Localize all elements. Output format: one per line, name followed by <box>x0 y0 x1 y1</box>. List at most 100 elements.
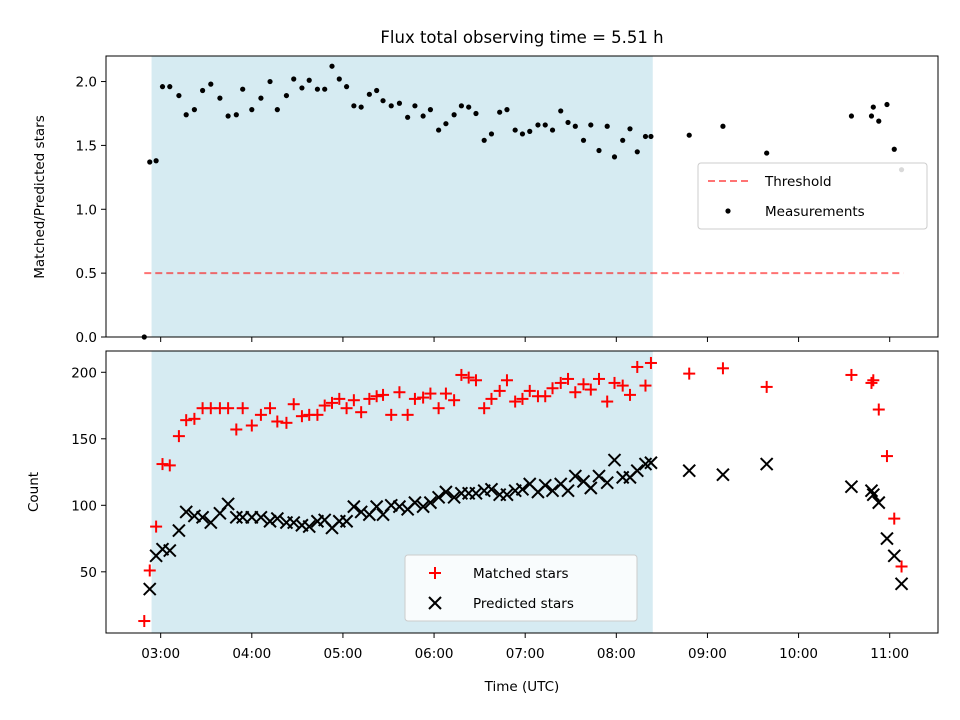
measurement-point <box>233 112 239 118</box>
measurement-point <box>380 98 386 104</box>
measurement-point <box>283 92 290 99</box>
panel-count-ylabel: Count <box>26 472 42 512</box>
predicted-point <box>716 468 730 482</box>
measurement-point <box>306 77 312 83</box>
measurement-point <box>436 127 442 133</box>
matched-point <box>370 390 383 403</box>
measurement-point <box>884 101 890 108</box>
measurement-point <box>565 119 571 126</box>
matched-point <box>340 402 353 415</box>
predicted-point <box>568 469 583 483</box>
x-tick-label: 06:00 <box>415 646 454 662</box>
matched-point <box>872 403 885 416</box>
predicted-point <box>254 510 268 524</box>
matched-point <box>439 387 452 400</box>
legend-measurement-swatch <box>725 208 731 214</box>
measurement-point <box>504 107 510 113</box>
predicted-point <box>263 514 277 528</box>
matched-point <box>516 392 529 405</box>
matched-point <box>716 362 729 375</box>
x-tick-label: 09:00 <box>688 646 727 662</box>
predicted-point <box>630 464 644 478</box>
measurement-point <box>405 114 411 120</box>
measurement-point <box>620 137 626 143</box>
measurement-point <box>358 104 364 110</box>
predicted-point <box>538 478 552 493</box>
matched-point <box>867 374 880 387</box>
matched-point <box>509 395 522 408</box>
panel-count-y-tick-label: 200 <box>71 365 97 381</box>
matched-point <box>865 376 878 389</box>
predicted-point <box>759 457 774 471</box>
predicted-point <box>872 495 886 510</box>
matched-point <box>493 384 506 397</box>
matched-point <box>150 520 163 533</box>
measurement-point <box>291 76 297 82</box>
predicted-point <box>844 479 859 494</box>
predicted-point <box>143 582 157 596</box>
predicted-point <box>607 453 622 467</box>
matched-point <box>880 450 893 463</box>
measurement-point <box>274 107 280 113</box>
measurement-point <box>535 122 541 128</box>
measurement-point <box>167 84 173 90</box>
legend-bottom: Matched stars Predicted stars <box>404 554 638 622</box>
matched-point <box>644 356 657 369</box>
legend-predicted-swatch <box>428 596 442 610</box>
measurement-point <box>314 86 321 92</box>
measurement-point <box>648 133 654 140</box>
legend-matched-label: Matched stars <box>473 566 569 582</box>
measurement-point <box>876 118 882 124</box>
predicted-point <box>592 469 606 483</box>
measurement-point <box>217 95 223 101</box>
measurement-point <box>870 104 876 110</box>
measurement-point <box>512 127 518 133</box>
measurement-point <box>427 107 434 113</box>
panel-count-x-ticks: 03:00 04:00 05:00 06:00 07:00 08:00 09:00 10:00… <box>141 633 909 662</box>
predicted-point <box>469 486 483 501</box>
predicted-point <box>179 505 193 519</box>
measurement-point <box>488 131 495 137</box>
measurement-point <box>720 123 726 129</box>
matched-point <box>355 406 368 419</box>
matched-point <box>156 458 169 471</box>
x-tick-label: 03:00 <box>141 646 180 662</box>
matched-point <box>469 374 482 387</box>
measurement-point <box>497 109 503 115</box>
panel-count-y-ticks: 50 100 150 200 <box>71 365 106 581</box>
predicted-point <box>600 475 614 490</box>
x-tick-label: 08:00 <box>597 646 636 662</box>
predicted-point <box>302 519 316 534</box>
measurement-point <box>443 121 449 127</box>
legend-matched-swatch <box>429 567 441 579</box>
matched-point <box>569 386 582 399</box>
matched-point <box>888 512 901 525</box>
panel-ratio-ylabel: Matched/Predicted stars <box>32 115 48 278</box>
matched-point <box>287 398 300 411</box>
panel-count-y-tick-label: 50 <box>80 565 97 581</box>
x-tick-label: 10:00 <box>779 646 818 662</box>
measurement-point <box>153 158 159 164</box>
matched-point <box>478 402 491 415</box>
measurement-point <box>634 149 640 155</box>
predicted-point <box>408 495 422 510</box>
matched-point <box>271 415 284 428</box>
matched-point <box>385 408 398 421</box>
measurement-point <box>336 76 342 82</box>
matched-point <box>393 386 406 399</box>
panel-count-y-tick-label: 150 <box>71 432 97 448</box>
measurement-point <box>199 87 206 94</box>
panel-count-y-tick-label: 100 <box>71 498 97 514</box>
panel-ratio: 0.00.51.01.52.0 Matched/Predicted stars … <box>32 55 939 346</box>
predicted-point <box>270 511 285 526</box>
measurement-point <box>225 113 231 119</box>
legend-top: Threshold Measurements <box>697 162 928 230</box>
predicted-point <box>584 481 598 495</box>
predicted-point <box>229 510 244 524</box>
chart-title: Flux total observing time = 5.51 h <box>380 28 663 47</box>
measurement-point <box>580 137 587 143</box>
measurement-point <box>527 128 533 134</box>
measurement-point <box>388 103 394 109</box>
predicted-point <box>172 523 186 538</box>
matched-point <box>363 392 376 405</box>
